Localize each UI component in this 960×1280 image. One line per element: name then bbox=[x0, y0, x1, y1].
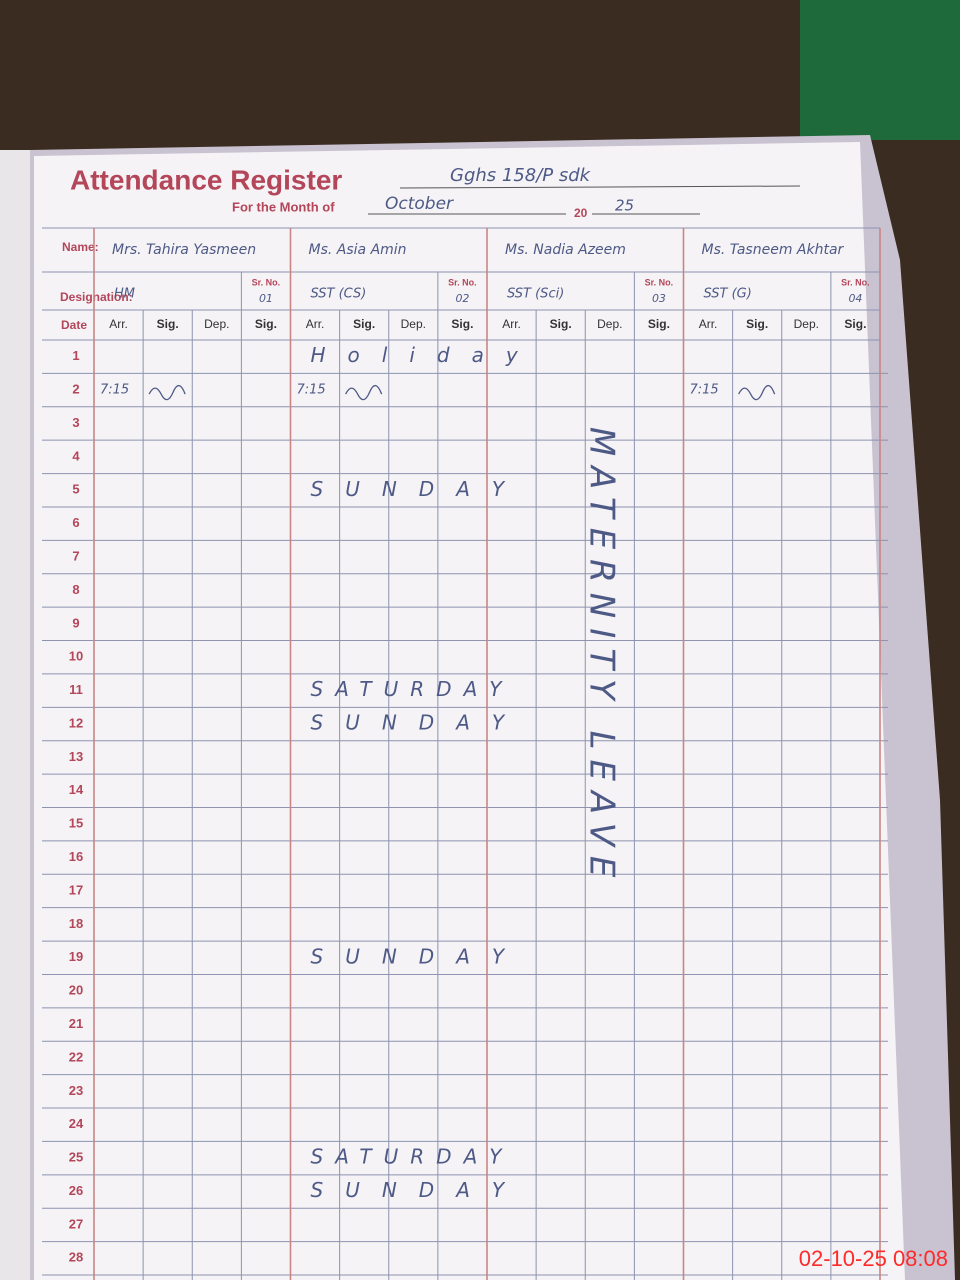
date: 24 bbox=[69, 1116, 84, 1131]
column-header: Sig. bbox=[255, 317, 277, 331]
column-header: Dep. bbox=[204, 317, 229, 331]
signature bbox=[738, 384, 776, 401]
arrival-time: 7:15 bbox=[297, 383, 326, 398]
sr-no: 01 bbox=[259, 292, 273, 305]
desk-green bbox=[800, 0, 960, 140]
date: 15 bbox=[69, 816, 83, 831]
school-line bbox=[399, 185, 801, 189]
date: 22 bbox=[69, 1049, 83, 1064]
column-header: Sig. bbox=[451, 317, 473, 331]
arrival-time: 7:15 bbox=[100, 383, 129, 398]
leave-note: MATERNITY LEAVE bbox=[581, 427, 621, 888]
staff-designation: SST (G) bbox=[704, 287, 752, 302]
sr-no: 04 bbox=[848, 292, 862, 305]
date: 4 bbox=[72, 448, 80, 463]
date: 2 bbox=[72, 382, 79, 397]
date: 25 bbox=[69, 1150, 83, 1165]
column-header: Sig. bbox=[648, 317, 670, 331]
date: 6 bbox=[72, 515, 79, 530]
note: SUNDAY bbox=[311, 1178, 527, 1202]
staff-name: Mrs. Tahira Yasmeen bbox=[112, 242, 256, 258]
date: 20 bbox=[69, 983, 83, 998]
note: SUNDAY bbox=[311, 477, 527, 501]
column-header: Sig. bbox=[157, 317, 179, 331]
sheet-page bbox=[34, 142, 905, 1280]
sr-no-label: Sr. No. bbox=[645, 277, 674, 287]
note: SATURDAY bbox=[311, 1145, 514, 1169]
staff-name: Ms. Asia Amin bbox=[309, 242, 407, 258]
column-header: Sig. bbox=[844, 317, 866, 331]
date: 18 bbox=[69, 916, 83, 931]
column-header: Dep. bbox=[794, 317, 819, 331]
year: 25 bbox=[615, 197, 634, 215]
staff-name: Ms. Tasneem Akhtar bbox=[702, 242, 845, 258]
date: 26 bbox=[69, 1183, 83, 1198]
title: Attendance Register bbox=[70, 164, 342, 195]
column-header: Sig. bbox=[550, 317, 572, 331]
column-header: Sig. bbox=[353, 317, 375, 331]
date: 19 bbox=[69, 949, 83, 964]
column-header: Sig. bbox=[746, 317, 768, 331]
register-table: 1234567891011121314151617181920212223242… bbox=[42, 227, 888, 1280]
date: 12 bbox=[69, 715, 83, 730]
sr-no-label: Sr. No. bbox=[448, 277, 477, 287]
date: 14 bbox=[69, 782, 84, 797]
left-page bbox=[0, 150, 30, 1280]
signature bbox=[148, 384, 186, 401]
note: SUNDAY bbox=[311, 944, 527, 968]
staff-name: Ms. Nadia Azeem bbox=[505, 242, 626, 258]
column-header: Dep. bbox=[597, 317, 622, 331]
school: Gghs 158/P sdk bbox=[450, 165, 592, 186]
timestamp: 02-10-25 08:08 bbox=[799, 1246, 948, 1271]
staff-designation: SST (Sci) bbox=[507, 287, 564, 302]
sr-no-label: Sr. No. bbox=[252, 277, 281, 287]
label-name: Name: bbox=[62, 240, 99, 254]
sr-no: 03 bbox=[652, 292, 666, 305]
date: 10 bbox=[69, 649, 83, 664]
signature bbox=[345, 384, 383, 401]
date: 7 bbox=[72, 548, 79, 563]
date: 9 bbox=[72, 615, 79, 630]
date: 23 bbox=[69, 1083, 83, 1098]
date: 13 bbox=[69, 749, 83, 764]
date: 21 bbox=[69, 1016, 83, 1031]
column-header: Arr. bbox=[306, 317, 325, 331]
date: 8 bbox=[72, 582, 79, 597]
staff-designation: SST (CS) bbox=[311, 287, 367, 302]
sr-no-label: Sr. No. bbox=[841, 277, 870, 287]
column-header: Arr. bbox=[109, 317, 128, 331]
sr-no: 02 bbox=[455, 292, 469, 305]
note: SUNDAY bbox=[311, 711, 527, 735]
month: October bbox=[385, 194, 454, 214]
column-header: Arr. bbox=[502, 317, 521, 331]
date: 1 bbox=[72, 348, 79, 363]
month-label: For the Month of bbox=[232, 199, 335, 214]
arrival-time: 7:15 bbox=[690, 383, 719, 398]
year-prefix: 20 bbox=[574, 206, 588, 220]
note: Holiday bbox=[311, 343, 540, 367]
date: 11 bbox=[69, 682, 83, 697]
date: 27 bbox=[69, 1216, 83, 1231]
date: 3 bbox=[72, 415, 79, 430]
date: 28 bbox=[69, 1250, 83, 1265]
column-header: Dep. bbox=[401, 317, 426, 331]
date: 16 bbox=[69, 849, 83, 864]
note: SATURDAY bbox=[311, 677, 514, 701]
label-date: Date bbox=[61, 318, 87, 332]
date: 17 bbox=[69, 882, 83, 897]
staff-designation: HM bbox=[114, 287, 135, 302]
date: 5 bbox=[72, 482, 79, 497]
column-header: Arr. bbox=[699, 317, 718, 331]
label-designation: Designation: bbox=[60, 290, 133, 304]
